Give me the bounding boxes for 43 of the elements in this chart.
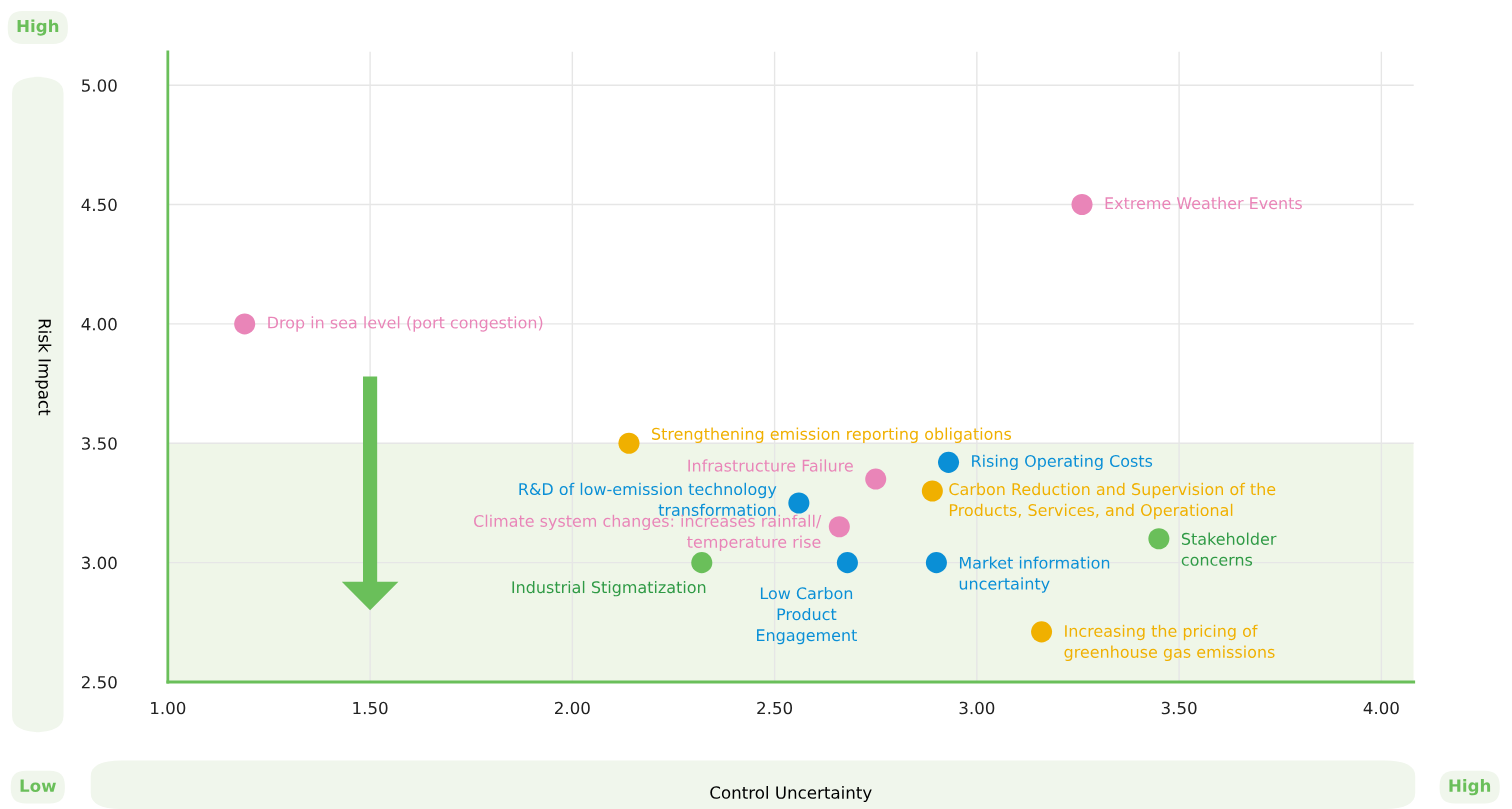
y-tick-label: 3.50	[81, 437, 117, 450]
x-tick-label: 3.00	[959, 701, 995, 715]
x-tick-label: 2.00	[555, 701, 590, 715]
x-tick-label: 1.50	[353, 701, 388, 715]
annotation: Market information uncertainty	[959, 556, 1110, 593]
y-tick-label: 2.50	[81, 675, 117, 689]
point	[1071, 194, 1093, 216]
x-tick-label: 1.00	[151, 701, 186, 715]
text: Low	[20, 779, 56, 792]
point	[618, 432, 640, 454]
y-tick-label: 5.00	[82, 79, 117, 92]
x-tick-label: 2.50	[757, 701, 793, 715]
annotation: Carbon Reduction and Supervision of the Products, Services, and Operational	[949, 482, 1276, 520]
point	[865, 468, 887, 490]
y-tick-label: 4.00	[81, 317, 117, 331]
point	[921, 480, 943, 502]
annotation: R&D of low-emission technology transformation	[519, 482, 777, 517]
y-tick-label: 4.50	[81, 198, 117, 212]
point	[234, 313, 256, 335]
point	[788, 492, 810, 514]
point	[1031, 621, 1053, 643]
point	[1148, 528, 1170, 550]
point	[828, 516, 850, 538]
point	[925, 552, 947, 574]
point	[691, 552, 713, 574]
y-tick-label: 3.00	[81, 556, 117, 570]
annotation: Industrial Stigmatization	[512, 580, 706, 597]
point	[836, 552, 858, 574]
annotation: Rising Operating Costs	[972, 454, 1153, 471]
point	[938, 451, 960, 473]
text: High	[17, 19, 59, 36]
annotation: Extreme Weather Events	[1105, 196, 1302, 210]
annotation: Stakeholder concerns	[1181, 532, 1277, 566]
y-axis-title: Risk Impact	[35, 319, 52, 416]
x-tick-label: 3.50	[1161, 701, 1197, 715]
annotation: Drop in sea level (port congestion)	[268, 316, 543, 332]
text: High	[1449, 779, 1491, 796]
x-axis-title: Control Uncertainty	[710, 785, 872, 803]
annotation: Infrastructure Failure	[688, 459, 853, 472]
x-tick-label: 4.00	[1363, 701, 1399, 715]
annotation: Increasing the pricing of greenhouse gas emissions	[1064, 624, 1275, 662]
annotation: Strengthening emission reporting obligations	[652, 427, 1012, 443]
annotation: Low Carbon Product Engagement	[757, 586, 857, 645]
